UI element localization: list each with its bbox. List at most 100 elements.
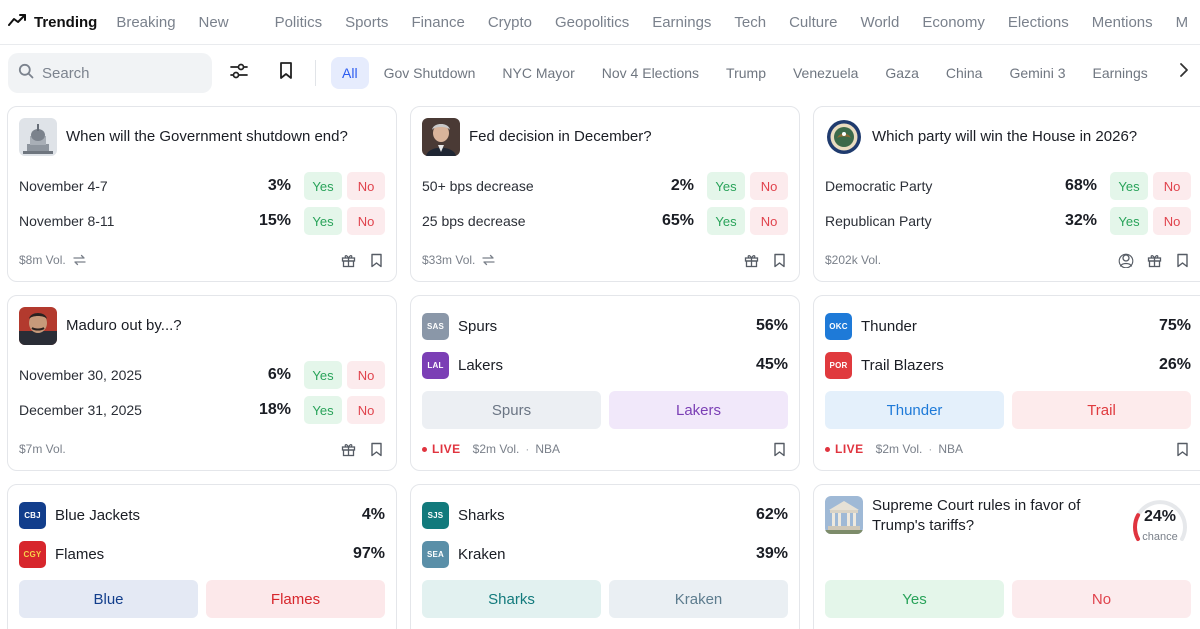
gift-icon[interactable] xyxy=(742,251,760,269)
team-bet-button[interactable]: Sharks xyxy=(422,580,601,618)
no-button[interactable]: No xyxy=(750,207,788,235)
no-bet-button[interactable]: No xyxy=(1012,580,1191,618)
team-bet-button[interactable]: Blue xyxy=(19,580,198,618)
supreme-court-thumbnail xyxy=(825,496,863,534)
bookmark-icon[interactable] xyxy=(770,440,788,458)
bookmark-icon[interactable] xyxy=(1173,440,1191,458)
market-title[interactable]: Fed decision in December? xyxy=(469,128,652,145)
nav-geopolitics[interactable]: Geopolitics xyxy=(555,13,630,31)
outcome-percent: 18% xyxy=(258,401,291,418)
fed-chair-thumbnail xyxy=(422,118,460,156)
nav-new[interactable]: New xyxy=(198,13,229,31)
market-card-maduro[interactable]: Maduro out by...? November 30, 2025 6% Y… xyxy=(7,295,397,471)
gift-icon[interactable] xyxy=(1145,251,1163,269)
chip-gov-shutdown[interactable]: Gov Shutdown xyxy=(383,65,476,81)
no-button[interactable]: No xyxy=(347,361,385,389)
no-button[interactable]: No xyxy=(347,396,385,424)
team-bet-button[interactable]: Kraken xyxy=(609,580,788,618)
nav-politics[interactable]: Politics xyxy=(274,13,323,31)
chip-china[interactable]: China xyxy=(945,65,983,81)
market-card-tariffs[interactable]: Supreme Court rules in favor of Trump's … xyxy=(813,484,1200,629)
chip-trump[interactable]: Trump xyxy=(726,65,766,81)
filter-settings-button[interactable] xyxy=(226,60,252,86)
gift-icon[interactable] xyxy=(339,251,357,269)
chip-venezuela[interactable]: Venezuela xyxy=(792,65,859,81)
market-card-shutdown[interactable]: When will the Government shutdown end? N… xyxy=(7,106,397,282)
team-bet-button[interactable]: Thunder xyxy=(825,391,1004,429)
outcome-label: December 31, 2025 xyxy=(19,402,142,418)
bookmark-icon[interactable] xyxy=(1173,251,1191,269)
volume-label: $8m Vol. xyxy=(19,253,66,267)
volume-label: $33m Vol. xyxy=(422,253,476,267)
no-button[interactable]: No xyxy=(347,207,385,235)
game-card-thunder-blazers[interactable]: OKC Thunder 75% POR Trail Blazers 26% Th… xyxy=(813,295,1200,471)
market-title-line-1[interactable]: Supreme Court rules in favor of xyxy=(872,497,1081,514)
market-title[interactable]: Which party will win the House in 2026? xyxy=(872,128,1138,145)
team-bet-button[interactable]: Flames xyxy=(206,580,385,618)
yes-button[interactable]: Yes xyxy=(1110,207,1148,235)
market-title[interactable]: Maduro out by...? xyxy=(66,317,182,334)
chip-nov-4-elections[interactable]: Nov 4 Elections xyxy=(601,65,700,81)
group-icon[interactable] xyxy=(1117,251,1135,269)
market-card-house[interactable]: Which party will win the House in 2026? … xyxy=(813,106,1200,282)
team-bet-button[interactable]: Spurs xyxy=(422,391,601,429)
nav-tech[interactable]: Tech xyxy=(734,13,767,31)
yes-bet-button[interactable]: Yes xyxy=(825,580,1004,618)
market-card-fed[interactable]: Fed decision in December? 50+ bps decrea… xyxy=(410,106,800,282)
no-button[interactable]: No xyxy=(1153,207,1191,235)
no-button[interactable]: No xyxy=(750,172,788,200)
nav-trending[interactable]: Trending xyxy=(8,13,97,31)
maduro-thumbnail xyxy=(19,307,57,345)
chip-gaza[interactable]: Gaza xyxy=(885,65,919,81)
yes-button[interactable]: Yes xyxy=(304,361,342,389)
nav-culture[interactable]: Culture xyxy=(789,13,838,31)
nav-breaking[interactable]: Breaking xyxy=(116,13,176,31)
chip-all[interactable]: All xyxy=(331,57,369,89)
team-name: Trail Blazers xyxy=(861,356,944,374)
nav-more-truncated[interactable]: M xyxy=(1175,13,1189,31)
game-card-jackets-flames[interactable]: CBJ Blue Jackets 4% CGY Flames 97% Blue … xyxy=(7,484,397,629)
market-title[interactable]: When will the Government shutdown end? xyxy=(66,128,348,145)
team-bet-button[interactable]: Lakers xyxy=(609,391,788,429)
card-footer: $8m Vol. xyxy=(19,250,385,270)
topic-chips: All Gov Shutdown NYC Mayor Nov 4 Electio… xyxy=(331,57,1163,89)
game-card-sharks-kraken[interactable]: SJS Sharks 62% SEA Kraken 39% Sharks Kra… xyxy=(410,484,800,629)
nav-trending-label: Trending xyxy=(34,13,98,31)
team-name: Thunder xyxy=(861,317,917,335)
nav-economy[interactable]: Economy xyxy=(922,13,985,31)
live-label: LIVE xyxy=(835,442,864,456)
chip-nyc-mayor[interactable]: NYC Mayor xyxy=(502,65,575,81)
no-button[interactable]: No xyxy=(1153,172,1191,200)
team-bet-button[interactable]: Trail xyxy=(1012,391,1191,429)
no-button[interactable]: No xyxy=(347,172,385,200)
bookmark-icon[interactable] xyxy=(770,251,788,269)
outcome-percent: 15% xyxy=(258,212,291,229)
bookmarks-filter-button[interactable] xyxy=(273,60,299,86)
team-name: Flames xyxy=(55,545,105,563)
yes-button[interactable]: Yes xyxy=(304,172,342,200)
search-box[interactable] xyxy=(8,53,212,93)
market-title-line-2[interactable]: Trump's tariffs? xyxy=(872,517,975,534)
nav-world[interactable]: World xyxy=(860,13,900,31)
nav-elections[interactable]: Elections xyxy=(1007,13,1069,31)
bookmark-icon[interactable] xyxy=(367,251,385,269)
gift-icon[interactable] xyxy=(339,440,357,458)
volume-label: $2m Vol. xyxy=(472,442,520,456)
nav-mentions[interactable]: Mentions xyxy=(1091,13,1153,31)
nav-crypto[interactable]: Crypto xyxy=(487,13,532,31)
yes-button[interactable]: Yes xyxy=(707,172,745,200)
nav-sports[interactable]: Sports xyxy=(345,13,389,31)
yes-button[interactable]: Yes xyxy=(304,207,342,235)
game-card-spurs-lakers[interactable]: SAS Spurs 56% LAL Lakers 45% Spurs Laker… xyxy=(410,295,800,471)
chips-scroll-right-button[interactable] xyxy=(1178,62,1190,83)
bookmark-icon[interactable] xyxy=(367,440,385,458)
house-seal-thumbnail xyxy=(825,118,863,156)
search-input[interactable] xyxy=(42,64,192,82)
yes-button[interactable]: Yes xyxy=(707,207,745,235)
nav-earnings[interactable]: Earnings xyxy=(652,13,712,31)
yes-button[interactable]: Yes xyxy=(304,396,342,424)
nav-finance[interactable]: Finance xyxy=(411,13,465,31)
chip-gemini-3[interactable]: Gemini 3 xyxy=(1009,65,1066,81)
chip-earnings[interactable]: Earnings xyxy=(1092,65,1148,81)
yes-button[interactable]: Yes xyxy=(1110,172,1148,200)
